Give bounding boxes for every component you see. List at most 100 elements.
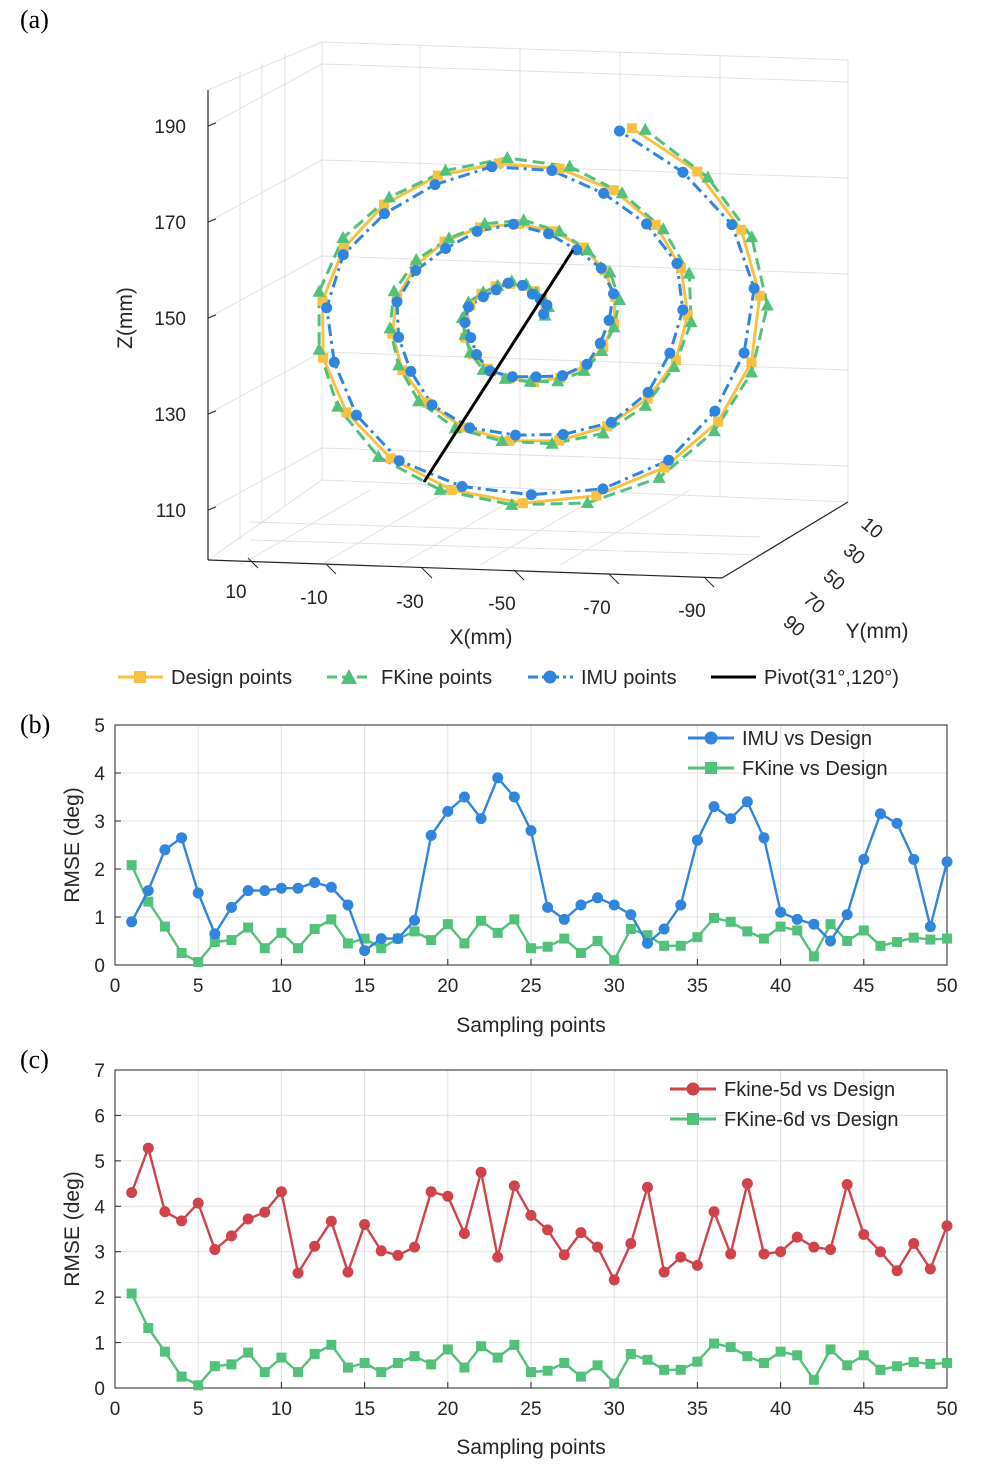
data-point [225,901,237,913]
imu-point [748,282,760,294]
z-tick-label: 150 [154,309,186,330]
data-point [342,1362,353,1373]
imu-point [328,356,340,368]
data-point [758,832,770,844]
x-tick-label: 45 [853,1399,874,1420]
data-point [858,1350,869,1361]
x-tick-label: 5 [193,1399,204,1420]
design-point [626,123,637,134]
design-point [432,170,443,181]
imu-point [502,277,514,289]
data-point [891,1265,903,1277]
legend-fkine-label: FKine points [381,667,492,689]
imu-point [426,399,438,411]
pivot-line [422,249,575,483]
b-series [126,772,953,968]
data-point [725,1342,736,1353]
data-point [475,1166,487,1178]
b-y-axis-label: RMSE (deg) [61,787,84,903]
data-point [176,1371,187,1382]
z-tick-label: 170 [154,213,186,234]
data-point [359,1358,370,1369]
data-point [242,885,254,897]
x-tick-label: 15 [354,1399,375,1420]
data-point [908,932,919,943]
data-point [525,825,537,837]
data-point [209,1361,220,1372]
data-point [359,1218,371,1230]
data-point [875,1364,886,1375]
fkine-point [442,231,456,244]
gridline [321,447,849,467]
x-tick [608,573,620,585]
z-tick [207,218,217,223]
data-point [359,945,371,957]
data-point [159,1346,170,1357]
data-point [409,914,421,926]
fkine-point [409,252,423,265]
legend-c-series1: Fkine-5d vs Design [724,1079,895,1101]
fkine-point [745,365,759,378]
gridline [249,539,761,556]
x-tick-label: -70 [583,598,610,619]
imu-point [642,386,654,398]
x-tick-label: -10 [300,588,327,609]
data-point [708,801,720,813]
data-point [526,943,536,954]
imu-point [490,284,502,296]
imu-point [465,332,477,344]
design-point [670,355,681,366]
data-point [342,899,354,911]
data-point [209,928,221,940]
data-point [126,1288,137,1299]
imu-point [464,422,476,434]
design-point [385,453,396,464]
fkine-point [580,495,594,508]
legend-item-design: Design points [118,667,292,689]
imu-point [538,308,550,320]
gridline [321,479,849,503]
fkine-point [412,394,426,407]
fkine-point [684,315,698,328]
data-point [309,924,320,934]
data-point [508,1180,520,1192]
fkine-point [495,434,509,447]
data-point [542,1224,554,1236]
imu-point [571,244,583,256]
data-point [459,938,470,949]
data-point [758,1358,769,1369]
data-point [409,1241,421,1253]
data-point [143,896,154,907]
data-point [925,1358,936,1369]
data-point [193,1380,204,1391]
data-point [292,882,304,894]
imu-point [410,264,422,276]
panel-a-label: (a) [20,5,49,34]
fkine-point [656,222,670,235]
data-point [425,829,437,841]
design-point [421,397,432,408]
fkine-point [613,293,627,306]
fkine-point [387,284,401,297]
imu-point [459,316,471,328]
data-point [941,1220,953,1232]
imu-point [440,243,452,255]
gridline [321,41,849,61]
data-point [858,1228,870,1240]
gridline [207,479,323,561]
x-tick-label: -90 [678,601,705,622]
y-tick-label: 2 [94,860,105,881]
data-point [259,1206,271,1218]
y-tick-label: 5 [94,716,105,737]
data-point [658,1266,670,1278]
data-point [675,1251,687,1263]
design-point [736,224,747,235]
data-point [675,1364,686,1375]
imu-point [608,288,620,300]
fkine-point [596,426,610,439]
x-axis-label: X(mm) [450,626,513,649]
data-point [559,1358,570,1369]
data-point [542,901,554,913]
gridline [559,489,691,566]
